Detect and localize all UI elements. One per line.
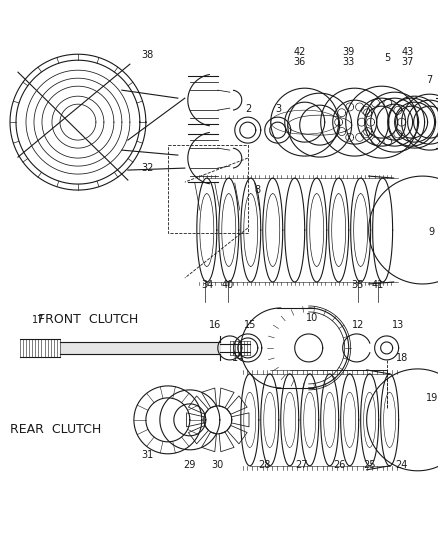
Text: 31: 31 [142,450,154,460]
Text: 29: 29 [184,460,196,470]
Text: 10: 10 [306,313,318,323]
Text: 30: 30 [212,460,224,470]
Text: 16: 16 [208,320,221,330]
Text: 14: 14 [232,353,244,363]
Text: 33: 33 [343,57,355,67]
Text: 8: 8 [254,185,261,195]
Text: 7: 7 [427,75,433,85]
Text: 17: 17 [32,315,44,325]
Text: FRONT  CLUTCH: FRONT CLUTCH [38,313,138,326]
Text: REAR  CLUTCH: REAR CLUTCH [10,423,101,437]
Text: 35: 35 [351,280,364,290]
Text: 18: 18 [396,353,408,363]
Text: 34: 34 [201,280,214,290]
Text: 43: 43 [402,47,414,57]
Text: 2: 2 [246,104,252,114]
Text: 41: 41 [371,280,384,290]
Text: 40: 40 [222,280,234,290]
Text: 13: 13 [392,320,404,330]
Text: 27: 27 [296,460,308,470]
Text: 36: 36 [293,57,306,67]
Text: 42: 42 [293,47,306,57]
Text: 25: 25 [364,460,376,470]
Text: 28: 28 [258,460,271,470]
Text: 37: 37 [402,57,414,67]
Bar [168,145,248,233]
Text: 9: 9 [428,227,434,237]
Text: 3: 3 [276,104,282,114]
Text: 24: 24 [396,460,408,470]
Text: 5: 5 [385,53,391,63]
Text: 26: 26 [333,460,346,470]
Text: 12: 12 [351,320,364,330]
Text: 38: 38 [142,50,154,60]
Text: 19: 19 [425,393,438,403]
Text: 39: 39 [343,47,355,57]
Text: 32: 32 [141,163,154,173]
Text: 15: 15 [244,320,256,330]
